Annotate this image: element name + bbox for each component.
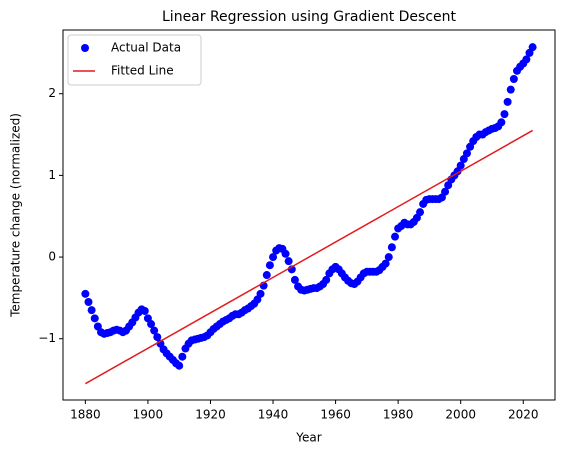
data-point [256,289,265,298]
data-point [503,97,512,106]
data-point [500,110,509,119]
data-point [391,232,400,241]
data-point [87,306,96,315]
data-point [284,257,293,266]
legend-marker [81,44,89,52]
data-point [506,85,515,94]
data-point [140,306,149,315]
data-point [90,314,99,323]
data-point [281,249,290,258]
data-point [269,253,278,262]
data-point [387,243,396,252]
data-point [153,333,162,342]
data-point [381,259,390,268]
data-point [497,118,506,127]
x-tick-label: 1980 [383,408,414,422]
x-tick-label: 2020 [508,408,539,422]
data-point [175,361,184,370]
x-tick-label: 1900 [133,408,164,422]
data-point [522,55,531,64]
legend: Actual Data Fitted Line [67,34,202,86]
data-point [150,326,159,335]
plot-frame [62,29,556,401]
x-tick-label: 1940 [258,408,289,422]
data-point [178,352,187,361]
y-tick-label: 0 [48,250,56,264]
legend-box [67,34,202,86]
data-point [147,320,156,329]
data-point [384,253,393,262]
data-point [262,271,271,280]
data-point [265,261,274,270]
x-tick-label: 1880 [70,408,101,422]
fitted-line [84,129,534,385]
x-tick-label: 2000 [445,408,476,422]
data-point [441,187,450,196]
legend-label: Fitted Line [111,64,174,78]
data-point [528,43,537,52]
y-tick-label: 1 [48,168,56,182]
y-tick-label: 2 [48,86,56,100]
data-point [462,149,471,158]
x-tick-label: 1960 [320,408,351,422]
data-point [509,75,518,84]
data-point [456,161,465,170]
data-point [81,289,90,298]
x-axis-label: Year [295,431,321,445]
chart-title: Linear Regression using Gradient Descent [162,9,457,25]
y-axis-label: Temperature change (normalized) [9,113,23,318]
legend-label: Actual Data [111,41,181,55]
data-point [416,208,425,217]
data-point [322,275,331,284]
data-point [290,275,299,284]
x-tick-label: 1920 [195,408,226,422]
data-point [84,297,93,306]
y-tick-label: −1 [38,331,56,345]
